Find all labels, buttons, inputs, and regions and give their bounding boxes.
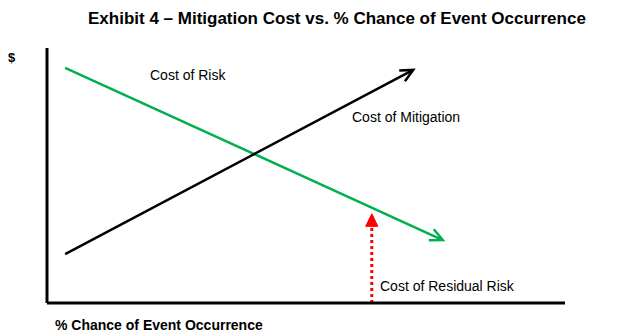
svg-text:% Chance of Event Occurrence: % Chance of Event Occurrence xyxy=(55,317,263,333)
svg-text:Cost of Residual Risk: Cost of Residual Risk xyxy=(380,278,515,294)
svg-text:Exhibit 4 – Mitigation Cost vs: Exhibit 4 – Mitigation Cost vs. % Chance… xyxy=(88,9,586,28)
svg-text:$: $ xyxy=(8,50,16,65)
svg-text:Cost of Mitigation: Cost of Mitigation xyxy=(352,109,460,125)
svg-text:Cost of Risk: Cost of Risk xyxy=(150,67,226,83)
